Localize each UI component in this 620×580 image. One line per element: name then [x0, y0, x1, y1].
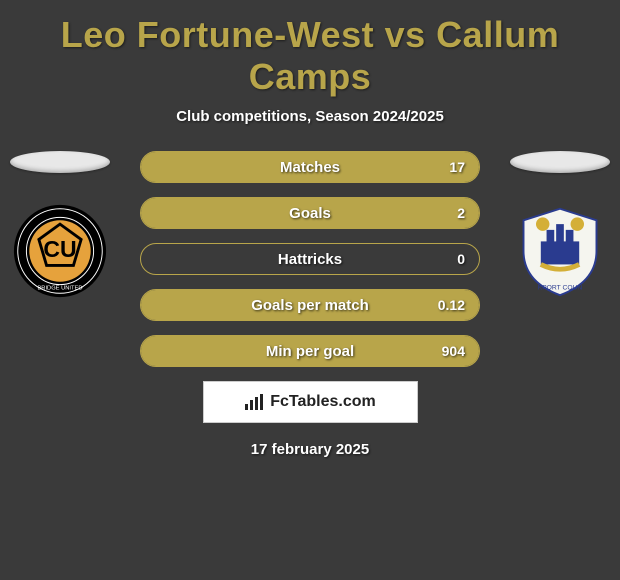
bar-chart-icon — [244, 393, 264, 411]
club-badge-right: KPORT COUN — [512, 203, 608, 299]
stat-value: 904 — [442, 343, 465, 359]
stat-label: Matches — [280, 159, 340, 176]
date-line: 17 february 2025 — [0, 441, 620, 458]
stat-row-min-per-goal: Min per goal 904 — [140, 335, 480, 367]
player-right-marker — [510, 151, 610, 173]
stat-label: Goals — [289, 205, 331, 222]
brand-label: FcTables.com — [270, 393, 376, 411]
club-badge-left: CU BRIDGE UNITED — [12, 203, 108, 299]
stat-rows: Matches 17 Goals 2 Hattricks 0 Goals per… — [140, 151, 480, 367]
stat-value: 17 — [449, 159, 465, 175]
svg-text:KPORT COUN: KPORT COUN — [538, 284, 583, 291]
stat-row-matches: Matches 17 — [140, 151, 480, 183]
page-title: Leo Fortune-West vs Callum Camps — [0, 0, 620, 98]
brand-box[interactable]: FcTables.com — [203, 381, 418, 423]
svg-text:CU: CU — [43, 236, 76, 262]
stat-row-goals-per-match: Goals per match 0.12 — [140, 289, 480, 321]
stat-value: 0 — [457, 251, 465, 267]
stat-value: 2 — [457, 205, 465, 221]
player-left-column: CU BRIDGE UNITED — [5, 151, 115, 299]
svg-text:BRIDGE UNITED: BRIDGE UNITED — [37, 285, 82, 291]
stat-row-goals: Goals 2 — [140, 197, 480, 229]
stat-value: 0.12 — [438, 297, 465, 313]
stat-label: Hattricks — [278, 251, 342, 268]
subtitle: Club competitions, Season 2024/2025 — [0, 108, 620, 125]
stat-label: Min per goal — [266, 343, 354, 360]
stat-label: Goals per match — [251, 297, 369, 314]
comparison-area: CU BRIDGE UNITED KPORT COUN Ma — [0, 151, 620, 367]
player-right-column: KPORT COUN — [505, 151, 615, 299]
stat-row-hattricks: Hattricks 0 — [140, 243, 480, 275]
player-left-marker — [10, 151, 110, 173]
